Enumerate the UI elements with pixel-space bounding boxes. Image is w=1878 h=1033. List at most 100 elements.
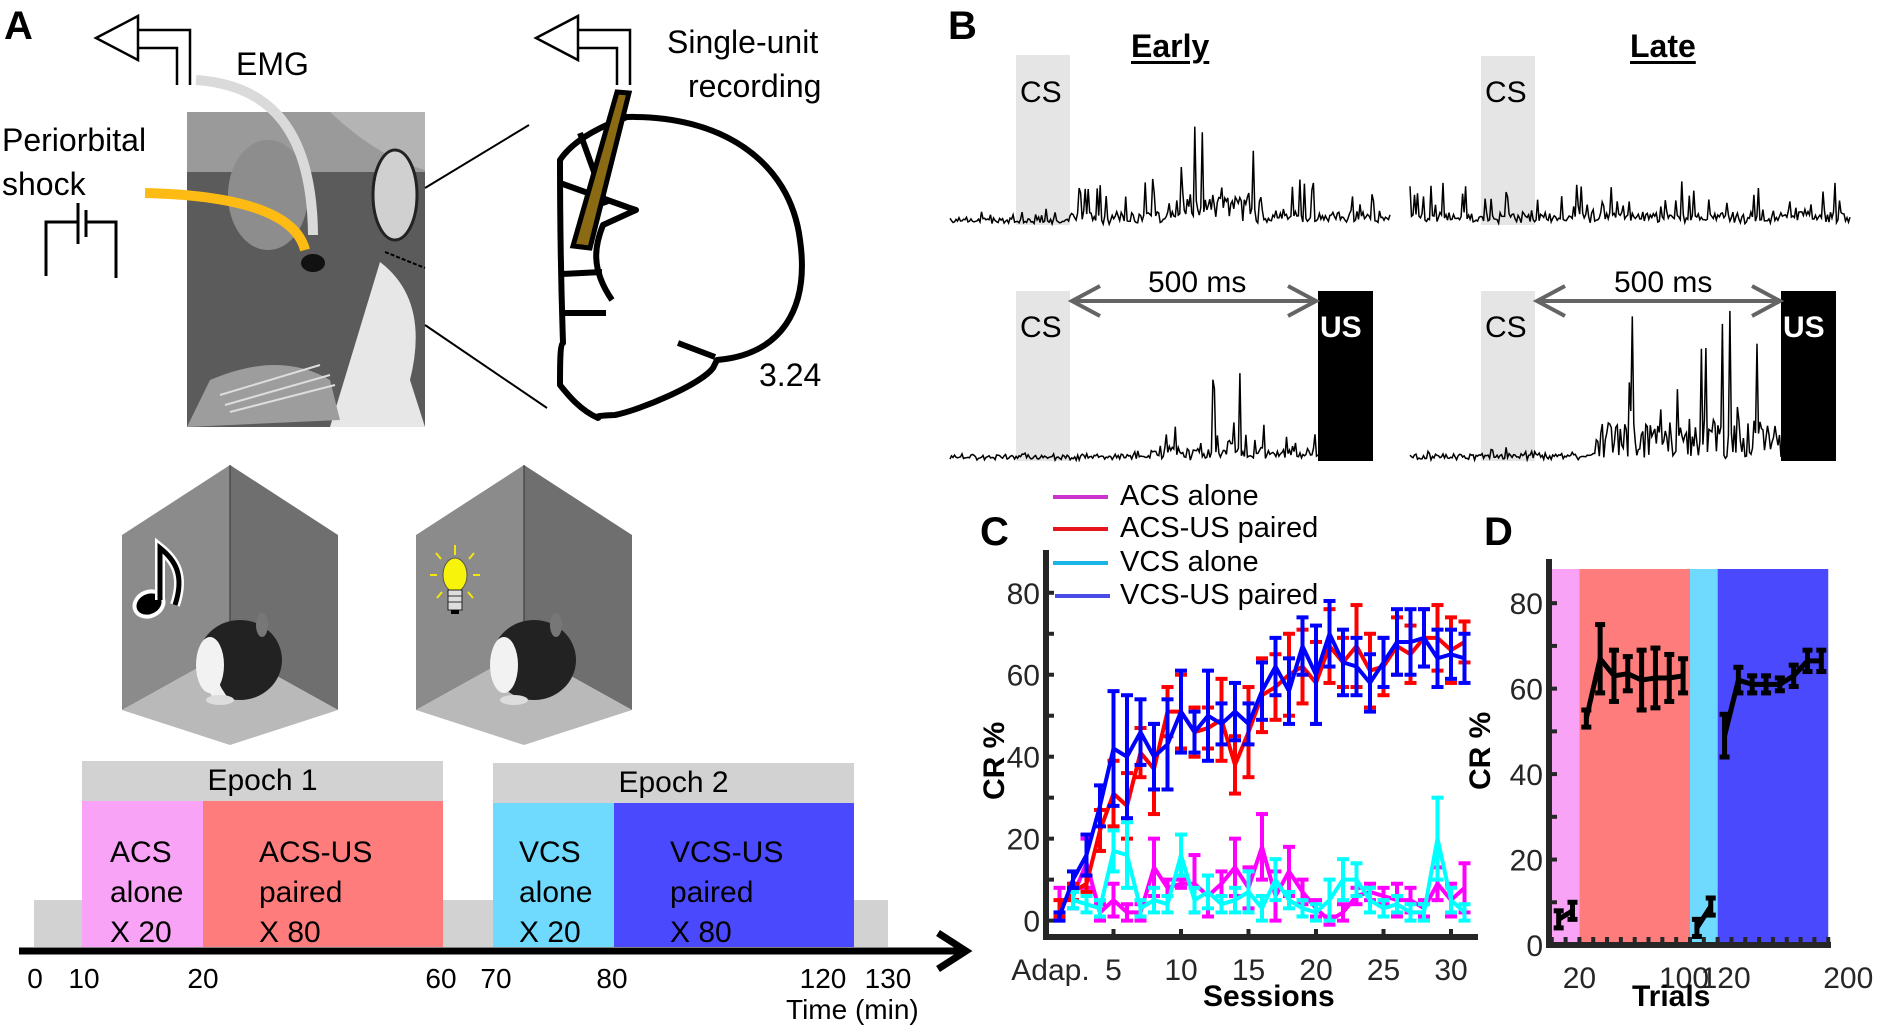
cs-label: CS	[1020, 311, 1062, 344]
error-bar	[1337, 902, 1349, 923]
error-bar	[1310, 623, 1322, 726]
error-bar	[1719, 711, 1730, 760]
time-tick: 0	[27, 963, 43, 994]
error-bar	[1175, 832, 1187, 878]
time-axis-label: Time (min)	[786, 994, 919, 1025]
recording-label-line2: recording	[688, 68, 822, 104]
y-tick-label: 40	[1510, 759, 1543, 792]
error-bar	[1094, 783, 1106, 829]
interval-label-late: 500 ms	[1614, 266, 1713, 299]
error-bar	[1761, 673, 1772, 696]
error-bar	[1121, 820, 1133, 890]
block-line3: X 80	[259, 916, 321, 949]
emg-output-arrow-icon	[93, 13, 192, 85]
error-bar	[1364, 885, 1376, 915]
y-tick-label: 20	[1510, 845, 1543, 878]
error-bar	[1404, 607, 1417, 677]
epoch-1-header: Epoch 1	[82, 761, 443, 801]
legend-swatch	[1053, 561, 1108, 565]
error-bar	[1458, 902, 1471, 923]
section-coordinate: 3.24	[759, 357, 822, 393]
error-bar	[1364, 652, 1376, 714]
error-bar	[1418, 902, 1430, 923]
legend-swatch	[1053, 527, 1108, 531]
error-bar	[1296, 898, 1309, 919]
error-bar	[1256, 812, 1268, 882]
time-axis-arrowhead-icon	[936, 930, 973, 972]
error-bar	[1067, 869, 1079, 890]
error-bar	[1229, 680, 1241, 743]
error-bar	[1215, 894, 1228, 915]
error-bar	[1705, 895, 1716, 918]
x-tick-label: Adap.	[1011, 954, 1089, 987]
error-bar	[1553, 908, 1564, 931]
shock-label-line2: shock	[2, 166, 86, 202]
block-line3: X 20	[110, 916, 172, 949]
light-bulb-icon	[430, 545, 480, 614]
error-bar	[1391, 607, 1403, 677]
electrode-icon	[569, 89, 633, 251]
epoch-2-header: Epoch 2	[493, 763, 854, 803]
legend-label: VCS-US paired	[1120, 579, 1319, 611]
trace-early-bottom	[949, 373, 1319, 463]
shock-label-line1: Periorbital	[2, 122, 147, 158]
chart-d-xlabel: Trials	[1632, 980, 1711, 1013]
block-line3: X 80	[670, 916, 732, 949]
recording-label-line1: Single-unit	[667, 24, 819, 60]
x-tick-label: 200	[1823, 962, 1873, 995]
cs-label: CS	[1020, 76, 1062, 109]
block-vcs-alone: VCS alone X 20	[493, 803, 614, 949]
zoom-line-bottom	[424, 324, 548, 409]
cs-window-early-top	[1016, 55, 1070, 225]
block-acs-us-paired: ACS-US paired X 80	[203, 801, 443, 949]
error-bar	[1188, 709, 1201, 755]
cs-label: CS	[1485, 311, 1527, 344]
time-tick: 10	[68, 963, 100, 994]
error-bar	[1215, 701, 1228, 747]
error-bar	[1581, 707, 1592, 730]
error-bar	[1636, 647, 1647, 713]
series-vcs-alone	[1067, 795, 1471, 923]
us-window-late	[1781, 291, 1836, 461]
y-tick-label: 60	[1510, 674, 1543, 707]
panel-a-label: A	[4, 4, 33, 48]
block-line1: ACS	[110, 836, 172, 869]
y-tick-label: 0	[1023, 906, 1040, 939]
error-bar	[1377, 635, 1390, 690]
x-tick-label: 120	[1701, 962, 1751, 995]
error-bar	[1175, 877, 1187, 890]
series-acs-us-paired	[1581, 622, 1689, 730]
block-line1: VCS	[519, 836, 581, 869]
error-bar	[1296, 615, 1309, 677]
block-line2: alone	[110, 876, 184, 909]
mouse-icon-left	[196, 613, 282, 705]
block-line1: VCS-US	[670, 836, 784, 869]
error-bar	[1080, 894, 1093, 915]
error-bar	[1256, 660, 1268, 722]
column-title-early: Early	[1131, 28, 1210, 64]
y-tick-label: 80	[1510, 588, 1543, 621]
zoom-line-top	[424, 124, 530, 189]
error-bar	[1269, 857, 1282, 903]
error-bar	[1148, 885, 1160, 915]
cs-label: CS	[1485, 76, 1527, 109]
x-tick-label: 20	[1563, 962, 1596, 995]
error-bar	[1404, 902, 1417, 923]
error-bar	[1323, 598, 1336, 669]
block-line2: alone	[519, 876, 593, 909]
trace-late-bottom	[1409, 310, 1782, 463]
error-bar	[1650, 645, 1661, 711]
time-tick: 80	[596, 963, 628, 994]
cs-window-late-bottom	[1481, 291, 1535, 461]
panel-c-label: C	[980, 510, 1009, 554]
error-bar	[1337, 627, 1349, 698]
baseline-block-mid	[443, 900, 493, 947]
error-bar	[1391, 894, 1403, 915]
error-bar	[1080, 832, 1093, 878]
error-bar	[1202, 873, 1214, 911]
error-bar	[1567, 899, 1578, 922]
error-bar	[1323, 877, 1336, 923]
